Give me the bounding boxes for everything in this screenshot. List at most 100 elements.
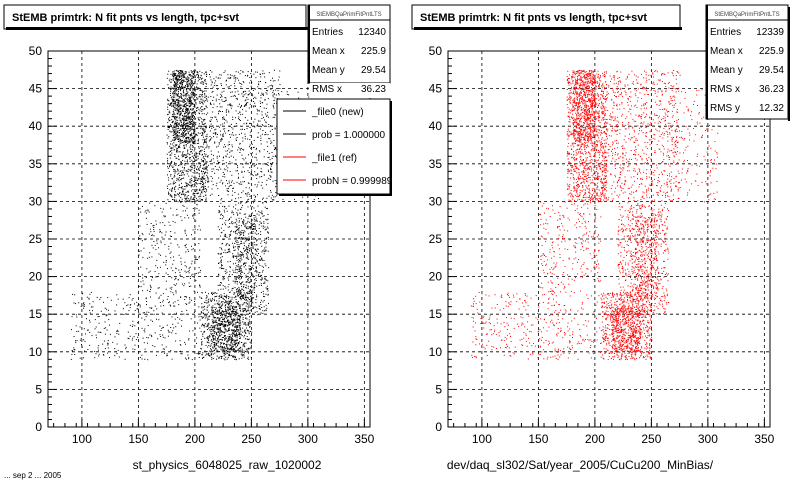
scatter-point <box>185 358 187 360</box>
scatter-point <box>242 352 244 354</box>
scatter-point <box>231 329 233 331</box>
scatter-point <box>221 321 223 323</box>
scatter-point <box>168 179 170 181</box>
scatter-point <box>228 248 230 250</box>
scatter-point <box>206 135 208 137</box>
scatter-point <box>229 306 231 308</box>
scatter-point <box>188 106 190 108</box>
scatter-point <box>258 211 260 212</box>
scatter-point <box>221 347 223 349</box>
scatter-point <box>235 164 237 165</box>
scatter-point <box>192 129 194 131</box>
scatter-point <box>206 161 208 163</box>
scatter-point <box>260 238 261 240</box>
scatter-point <box>208 323 210 325</box>
scatter-point <box>186 309 188 311</box>
scatter-point <box>144 348 146 350</box>
scatter-point <box>237 90 239 92</box>
scatter-point <box>220 324 222 326</box>
scatter-point <box>265 92 267 94</box>
scatter-point <box>262 94 264 96</box>
scatter-point <box>249 247 251 249</box>
scatter-point <box>171 178 173 180</box>
scatter-point <box>233 314 234 316</box>
scatter-point <box>221 249 223 251</box>
scatter-point <box>83 304 85 306</box>
scatter-point <box>256 285 258 287</box>
scatter-point <box>215 185 217 187</box>
scatter-point <box>180 90 182 92</box>
scatter-point <box>205 168 207 170</box>
scatter-point <box>197 272 199 274</box>
scatter-point <box>247 279 249 281</box>
scatter-point <box>267 290 269 292</box>
scatter-point <box>246 296 248 298</box>
scatter-point <box>254 215 256 216</box>
scatter-point <box>199 101 201 103</box>
scatter-point <box>189 154 191 156</box>
scatter-point <box>222 349 224 351</box>
scatter-point <box>232 190 233 192</box>
scatter-point <box>225 324 227 326</box>
scatter-point <box>177 179 179 181</box>
scatter-point <box>230 342 232 344</box>
scatter-point <box>201 343 203 345</box>
scatter-point <box>254 96 256 98</box>
scatter-point <box>206 107 208 109</box>
scatter-point <box>232 339 234 341</box>
scatter-point <box>201 303 203 305</box>
scatter-point <box>183 172 184 174</box>
scatter-point <box>232 356 234 358</box>
scatter-point <box>217 169 219 171</box>
scatter-point <box>186 105 188 107</box>
scatter-point <box>183 167 185 169</box>
scatter-point <box>225 301 227 303</box>
scatter-point <box>210 354 212 356</box>
scatter-point <box>75 314 77 316</box>
scatter-point <box>236 212 238 214</box>
scatter-point <box>85 333 86 335</box>
scatter-point <box>253 194 255 196</box>
scatter-point <box>213 337 214 339</box>
scatter-point <box>218 162 220 164</box>
scatter-point <box>173 168 175 170</box>
scatter-point <box>224 313 226 315</box>
scatter-point <box>182 151 184 153</box>
scatter-point <box>172 101 174 102</box>
scatter-point <box>234 342 236 344</box>
scatter-point <box>83 307 85 309</box>
scatter-point <box>260 301 262 303</box>
scatter-point <box>202 134 204 136</box>
scatter-point <box>187 132 189 134</box>
scatter-point <box>241 172 243 173</box>
scatter-point <box>240 283 242 285</box>
scatter-point <box>235 262 237 264</box>
scatter-point <box>205 345 207 346</box>
scatter-point <box>185 71 187 73</box>
scatter-point <box>248 319 250 321</box>
scatter-point <box>167 129 169 130</box>
scatter-point <box>226 271 228 273</box>
scatter-point <box>256 186 258 188</box>
scatter-point <box>181 198 183 200</box>
scatter-point <box>170 95 172 96</box>
scatter-point <box>258 83 260 85</box>
scatter-point <box>175 340 177 342</box>
scatter-point <box>223 268 225 270</box>
scatter-point <box>104 333 106 335</box>
scatter-point <box>242 137 244 139</box>
scatter-point <box>144 358 146 360</box>
scatter-point <box>179 73 181 75</box>
scatter-point <box>184 111 186 113</box>
scatter-point <box>229 251 231 253</box>
scatter-point <box>175 129 177 131</box>
scatter-point <box>231 342 233 344</box>
scatter-point <box>225 111 227 113</box>
scatter-point <box>236 294 238 296</box>
scatter-point <box>225 208 227 210</box>
scatter-point <box>230 104 232 106</box>
scatter-point <box>172 74 174 76</box>
scatter-point <box>180 95 182 97</box>
scatter-point <box>184 114 186 116</box>
scatter-point <box>176 177 178 179</box>
